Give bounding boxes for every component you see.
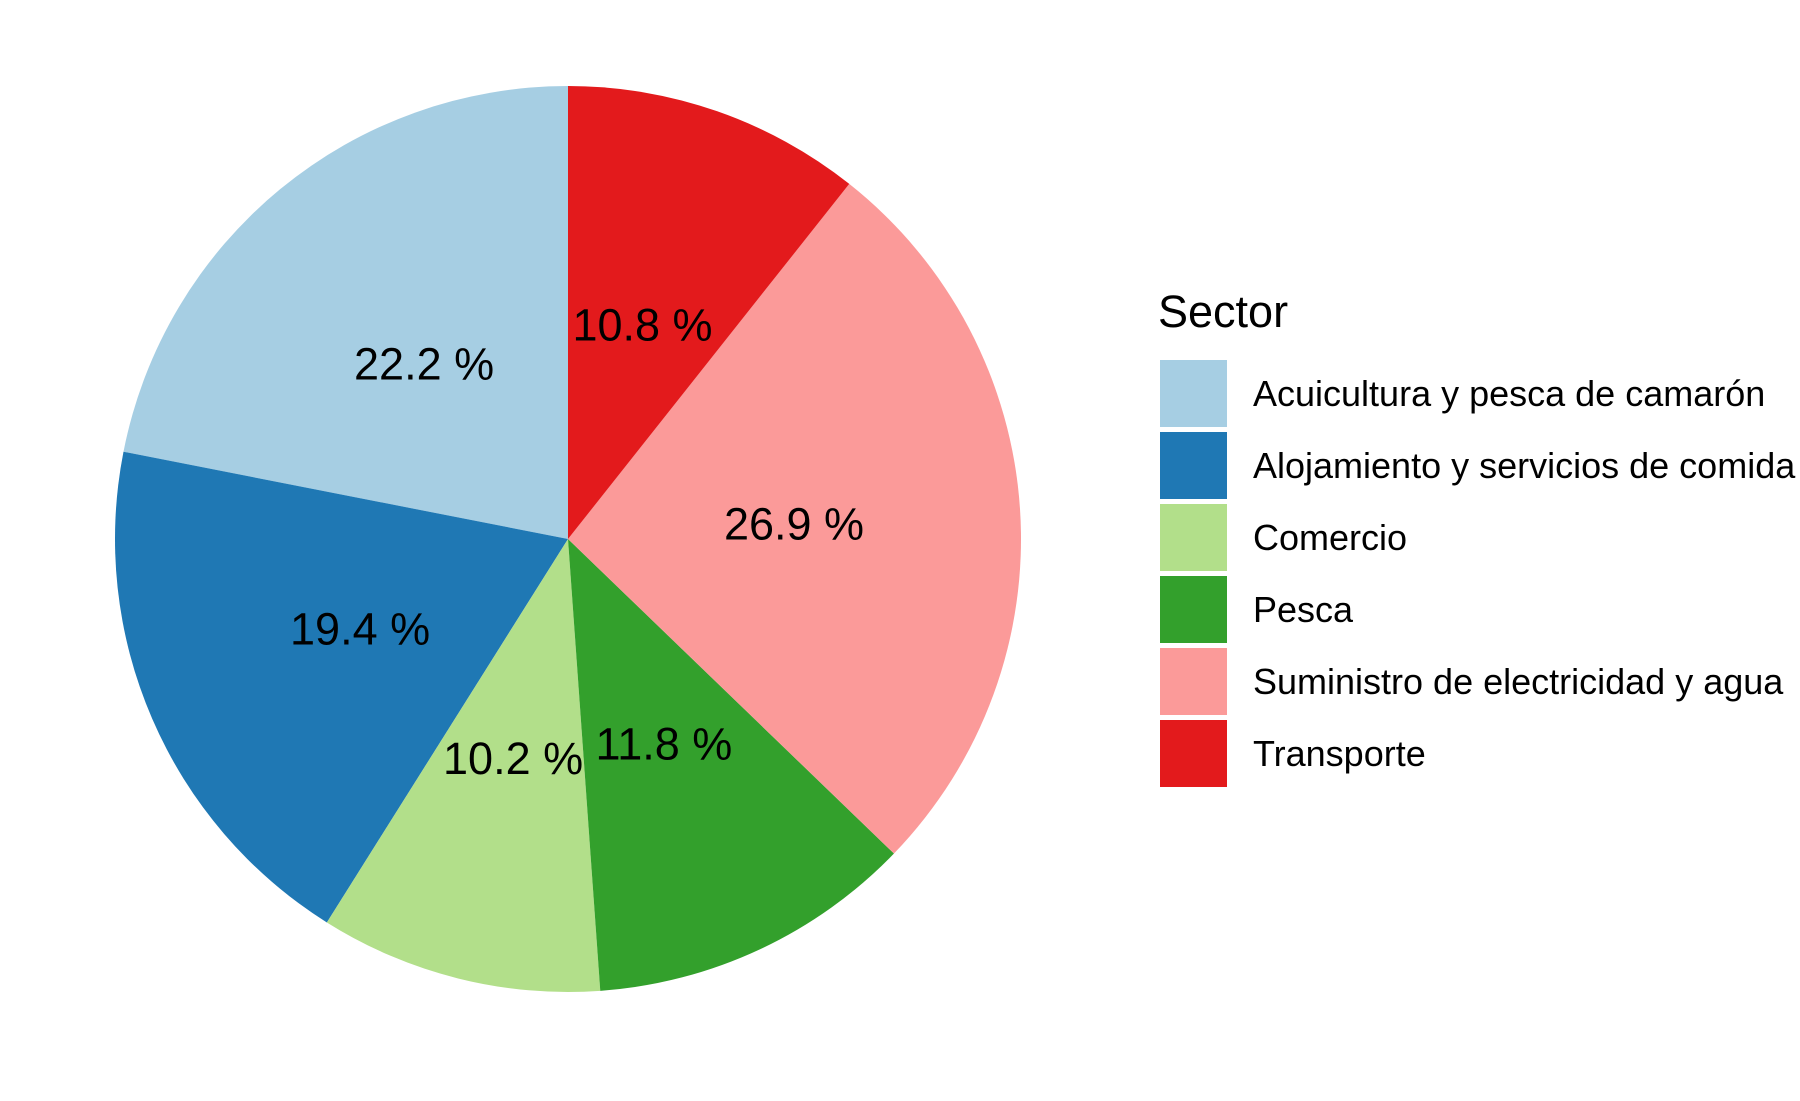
pie-slice-3 [568, 539, 894, 991]
pie-slice-5 [568, 85, 850, 539]
slice-value-label-5: 10.8 % [572, 300, 712, 351]
legend-items: Acuicultura y pesca de camarón Alojamient… [1160, 360, 1796, 787]
legend: Sector Acuicultura y pesca de camarón Alo… [1158, 286, 1796, 787]
slice-value-label-1: 19.4 % [290, 603, 430, 654]
slice-value-label-2: 10.2 % [443, 733, 583, 784]
legend-label-2: Comercio [1253, 517, 1407, 558]
legend-label-4: Suministro de electricidad y agua [1253, 661, 1784, 702]
legend-label-5: Transporte [1253, 733, 1426, 774]
legend-key-0 [1160, 360, 1227, 427]
legend-label-3: Pesca [1253, 589, 1354, 630]
legend-key-4 [1160, 648, 1227, 715]
legend-key-2 [1160, 504, 1227, 571]
slice-value-label-4: 26.9 % [724, 498, 864, 549]
legend-label-0: Acuicultura y pesca de camarón [1253, 373, 1765, 414]
legend-label-1: Alojamiento y servicios de comida [1253, 445, 1796, 486]
legend-key-5 [1160, 720, 1227, 787]
legend-key-1 [1160, 432, 1227, 499]
slice-value-label-0: 22.2 % [354, 339, 494, 390]
pie-slice-4 [568, 183, 1022, 854]
legend-title: Sector [1158, 286, 1288, 337]
pie-slice-0 [123, 86, 568, 539]
pie-slices [114, 85, 1022, 993]
slice-value-label-3: 11.8 % [596, 719, 733, 770]
pie-slice-labels: 22.2 % 19.4 % 10.2 % 11.8 % 26.9 % 10.8 % [290, 300, 864, 785]
pie-slice-2 [326, 539, 601, 993]
legend-key-3 [1160, 576, 1227, 643]
pie-slice-1 [114, 451, 569, 923]
